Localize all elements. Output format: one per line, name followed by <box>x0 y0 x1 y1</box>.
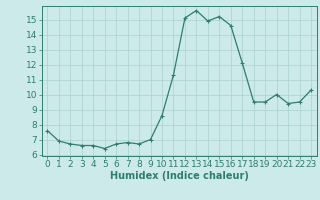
X-axis label: Humidex (Indice chaleur): Humidex (Indice chaleur) <box>110 171 249 181</box>
